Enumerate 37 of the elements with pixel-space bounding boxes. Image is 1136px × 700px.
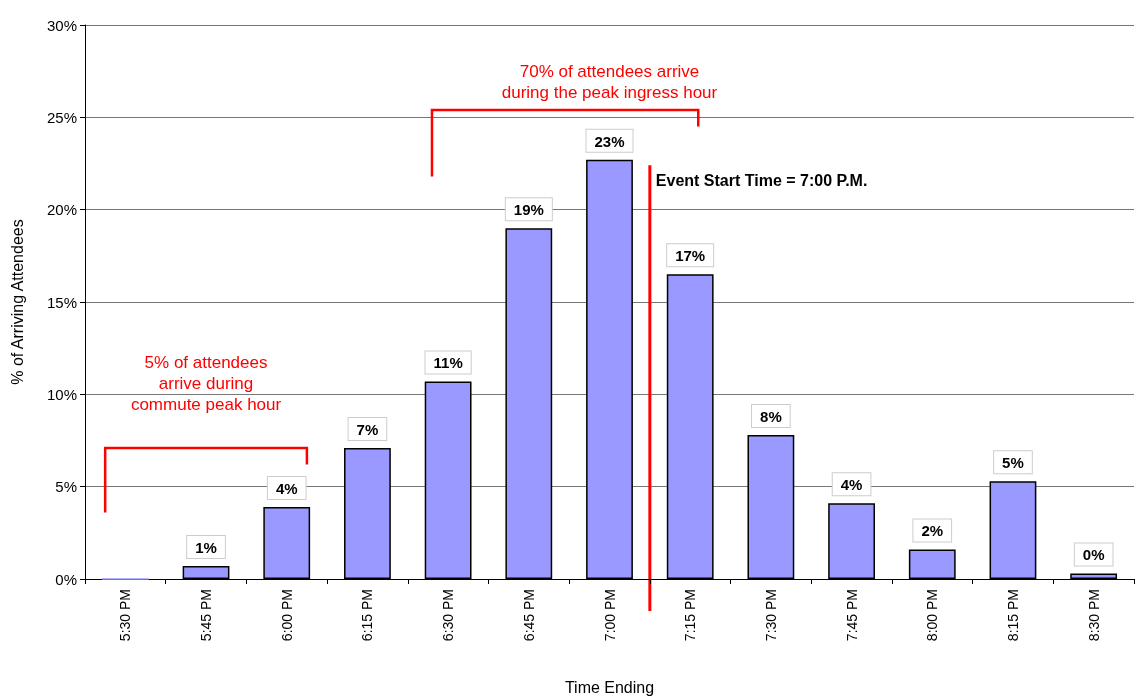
data-label: 7% bbox=[356, 420, 379, 438]
y-tick-label: 10% bbox=[46, 385, 77, 403]
x-tick-label: 5:45 PM bbox=[198, 589, 215, 642]
data-label: 17% bbox=[675, 247, 706, 265]
y-tick-label: 30% bbox=[46, 16, 77, 34]
x-axis-title: Time Ending bbox=[564, 678, 655, 696]
data-label: 8% bbox=[760, 407, 782, 425]
x-tick-label: 8:00 PM bbox=[924, 589, 941, 642]
data-label: 0% bbox=[1082, 546, 1105, 564]
annotation: 5% of attendees arrive during commute peak hour bbox=[130, 352, 282, 414]
data-label: 4% bbox=[275, 479, 298, 497]
x-tick-label: 6:15 PM bbox=[359, 589, 376, 642]
y-axis-title: % of Arriving Attendees bbox=[8, 219, 26, 385]
data-label: 23% bbox=[594, 132, 625, 150]
data-label: 2% bbox=[921, 522, 944, 540]
y-tick-label: 20% bbox=[46, 201, 77, 219]
x-tick-label: 7:15 PM bbox=[682, 589, 699, 642]
x-tick-label: 7:00 PM bbox=[601, 589, 618, 642]
x-tick-label: 8:30 PM bbox=[1085, 589, 1102, 642]
x-tick-label: 7:45 PM bbox=[843, 589, 860, 642]
y-tick-label: 15% bbox=[46, 293, 77, 311]
y-tick-label: 25% bbox=[46, 108, 77, 126]
x-tick-label: 6:45 PM bbox=[520, 589, 537, 642]
x-tick-label: 6:30 PM bbox=[440, 589, 457, 642]
x-tick-label: 6:00 PM bbox=[278, 589, 295, 642]
data-label: 1% bbox=[195, 539, 217, 557]
x-tick-label: 8:15 PM bbox=[1004, 589, 1021, 642]
x-tick-label: 5:30 PM bbox=[117, 589, 134, 642]
y-tick-label: 5% bbox=[55, 478, 77, 496]
ref-line-label: Event Start Time = 7:00 P.M. bbox=[655, 171, 868, 189]
data-label: 19% bbox=[513, 201, 544, 219]
data-label: 5% bbox=[1002, 454, 1024, 472]
x-tick-label: 7:30 PM bbox=[762, 589, 779, 642]
y-tick-label: 0% bbox=[55, 570, 77, 588]
annotation: 70% of attendees arrive during the peak ingress hour bbox=[501, 62, 718, 103]
data-label: 11% bbox=[433, 354, 463, 372]
data-label: 4% bbox=[840, 476, 863, 494]
